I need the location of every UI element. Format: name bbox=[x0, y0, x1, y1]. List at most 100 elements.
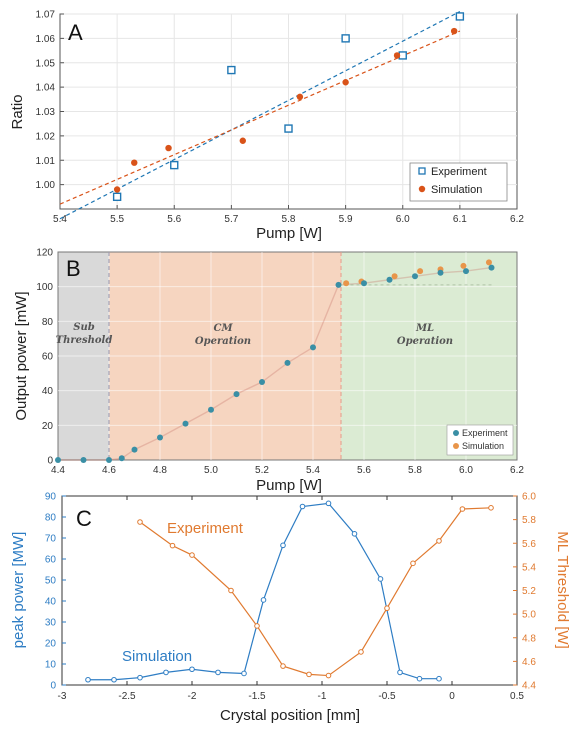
simulation-point bbox=[165, 144, 172, 152]
panel-b-letter: B bbox=[66, 256, 81, 281]
tick-label-y: 1.02 bbox=[36, 131, 56, 142]
region-label-cm-2: Operation bbox=[195, 336, 251, 347]
experiment-point bbox=[259, 379, 265, 385]
tick-label-y: 40 bbox=[42, 386, 54, 397]
simulation-point bbox=[239, 137, 246, 144]
simulation-point bbox=[377, 576, 384, 582]
panel-c-simulation-label: Simulation bbox=[122, 648, 192, 665]
tick-label-y-right: 5.4 bbox=[522, 562, 536, 573]
tick-label-y-left: 20 bbox=[45, 639, 57, 650]
experiment-point bbox=[412, 273, 418, 280]
fit-line-0 bbox=[59, 11, 461, 220]
panel-c-ylabel-right: ML Threshold [W] bbox=[554, 531, 571, 649]
simulation-point bbox=[397, 669, 403, 676]
tick-label-y: 1.04 bbox=[36, 83, 56, 94]
panel-c-experiment-label: Experiment bbox=[167, 520, 244, 537]
experiment-point bbox=[254, 623, 260, 629]
tick-label-y-right: 6.0 bbox=[522, 492, 536, 503]
region-label-ml-1: ML bbox=[415, 323, 434, 334]
panel-c-lines bbox=[85, 500, 494, 683]
panel-a-ticks: 5.4 5.5 5.6 5.7 5.8 5.9 6.0 6.1 6.2 1.00 1.01 1.02 1… bbox=[36, 10, 525, 226]
experiment-point bbox=[325, 672, 332, 679]
simulation-point bbox=[485, 259, 492, 266]
tick-label-y-right: 5.2 bbox=[522, 586, 536, 597]
legend-a-experiment-marker bbox=[418, 167, 426, 175]
experiment-point bbox=[284, 359, 291, 366]
panel-b-legend: Experiment Simulation bbox=[446, 424, 514, 456]
simulation-point bbox=[343, 280, 350, 287]
tick-label-y-right: 4.4 bbox=[522, 681, 536, 692]
simulation-point bbox=[280, 542, 286, 549]
tick-label-y: 120 bbox=[36, 248, 53, 259]
tick-label-y-left: 40 bbox=[45, 597, 57, 608]
panel-a-fit-lines bbox=[59, 11, 461, 220]
legend-a-simulation-label: Simulation bbox=[431, 184, 482, 196]
tick-label-x: 6.2 bbox=[510, 214, 524, 225]
experiment-point bbox=[189, 552, 195, 558]
legend-b-experiment-label: Experiment bbox=[462, 428, 508, 438]
simulation-point bbox=[215, 669, 221, 676]
panel-c-ylabel-left: peak power [MW] bbox=[10, 532, 27, 649]
simulation-point bbox=[436, 675, 442, 682]
simulation-point bbox=[241, 670, 247, 677]
simulation-point bbox=[325, 500, 332, 507]
tick-label-y: 1.00 bbox=[36, 180, 56, 191]
legend-b-experiment-marker bbox=[453, 430, 459, 436]
tick-label-x: 5.9 bbox=[339, 214, 353, 225]
experiment-point bbox=[341, 34, 350, 43]
experiment-point bbox=[227, 65, 236, 75]
tick-label-x: 5.7 bbox=[224, 214, 238, 225]
panel-b-ylabel: Output power [mW] bbox=[13, 291, 30, 420]
tick-label-x: -1 bbox=[318, 691, 327, 702]
experiment-point bbox=[386, 276, 393, 283]
tick-label-x: 5.6 bbox=[167, 214, 181, 225]
tick-label-x: -1.5 bbox=[248, 691, 266, 702]
simulation-point bbox=[163, 669, 169, 676]
experiment-point bbox=[437, 269, 444, 276]
tick-label-y: 1.01 bbox=[36, 156, 56, 167]
simulation-point bbox=[450, 27, 458, 35]
panel-c: -3 -2.5 -2 -1.5 -1 -0.5 0 0.5 0 10 20 30 40 50 60 70 80 9… bbox=[10, 492, 571, 725]
region-label-cm-1: CM bbox=[213, 323, 233, 334]
experiment-line bbox=[139, 507, 492, 677]
experiment-point bbox=[170, 160, 179, 170]
simulation-point bbox=[417, 268, 424, 275]
simulation-point bbox=[460, 262, 467, 269]
experiment-point bbox=[112, 192, 122, 202]
panel-c-ticks: -3 -2.5 -2 -1.5 -1 -0.5 0 0.5 0 10 20 30 40 50 60 70 80 9… bbox=[45, 492, 536, 703]
simulation-point bbox=[296, 93, 304, 101]
panel-b: 4.4 4.6 4.8 5.0 5.2 5.4 5.6 5.8 6.0 6.2 0 20 40 60 80 1… bbox=[13, 248, 524, 495]
tick-label-x: 6.0 bbox=[459, 465, 473, 476]
simulation-point bbox=[342, 79, 349, 86]
tick-label-x: 6.0 bbox=[396, 214, 410, 225]
tick-label-x: 5.5 bbox=[110, 214, 124, 225]
experiment-point bbox=[306, 671, 312, 678]
tick-label-y-right: 5.0 bbox=[522, 610, 536, 621]
experiment-point bbox=[131, 446, 138, 453]
experiment-point bbox=[310, 344, 316, 351]
tick-label-y: 1.07 bbox=[36, 10, 56, 21]
simulation-point bbox=[351, 531, 358, 537]
experiment-point bbox=[169, 542, 176, 549]
experiment-point bbox=[280, 663, 286, 669]
tick-label-x: -2 bbox=[188, 691, 197, 702]
experiment-point bbox=[157, 434, 163, 441]
tick-label-y-left: 0 bbox=[50, 681, 56, 692]
simulation-point bbox=[189, 666, 195, 673]
panel-a: 5.4 5.5 5.6 5.7 5.8 5.9 6.0 6.1 6.2 1.00 1.01 1.02 1… bbox=[9, 10, 524, 243]
tick-label-x: 5.6 bbox=[357, 465, 371, 476]
experiment-point bbox=[233, 391, 240, 398]
simulation-line bbox=[88, 502, 439, 681]
tick-label-y-left: 50 bbox=[45, 576, 57, 587]
simulation-point bbox=[391, 273, 398, 280]
experiment-point bbox=[208, 406, 214, 413]
tick-label-x: -0.5 bbox=[378, 691, 396, 702]
experiment-point bbox=[410, 560, 416, 567]
panel-b-legend-box bbox=[446, 424, 514, 456]
experiment-point bbox=[455, 12, 465, 21]
tick-label-x: 4.8 bbox=[153, 465, 167, 476]
region-label-sub-1: Sub bbox=[73, 322, 94, 333]
tick-label-x: 4.4 bbox=[51, 465, 65, 476]
tick-label-y-right: 5.6 bbox=[522, 539, 536, 550]
tick-label-x: 5.8 bbox=[408, 465, 422, 476]
